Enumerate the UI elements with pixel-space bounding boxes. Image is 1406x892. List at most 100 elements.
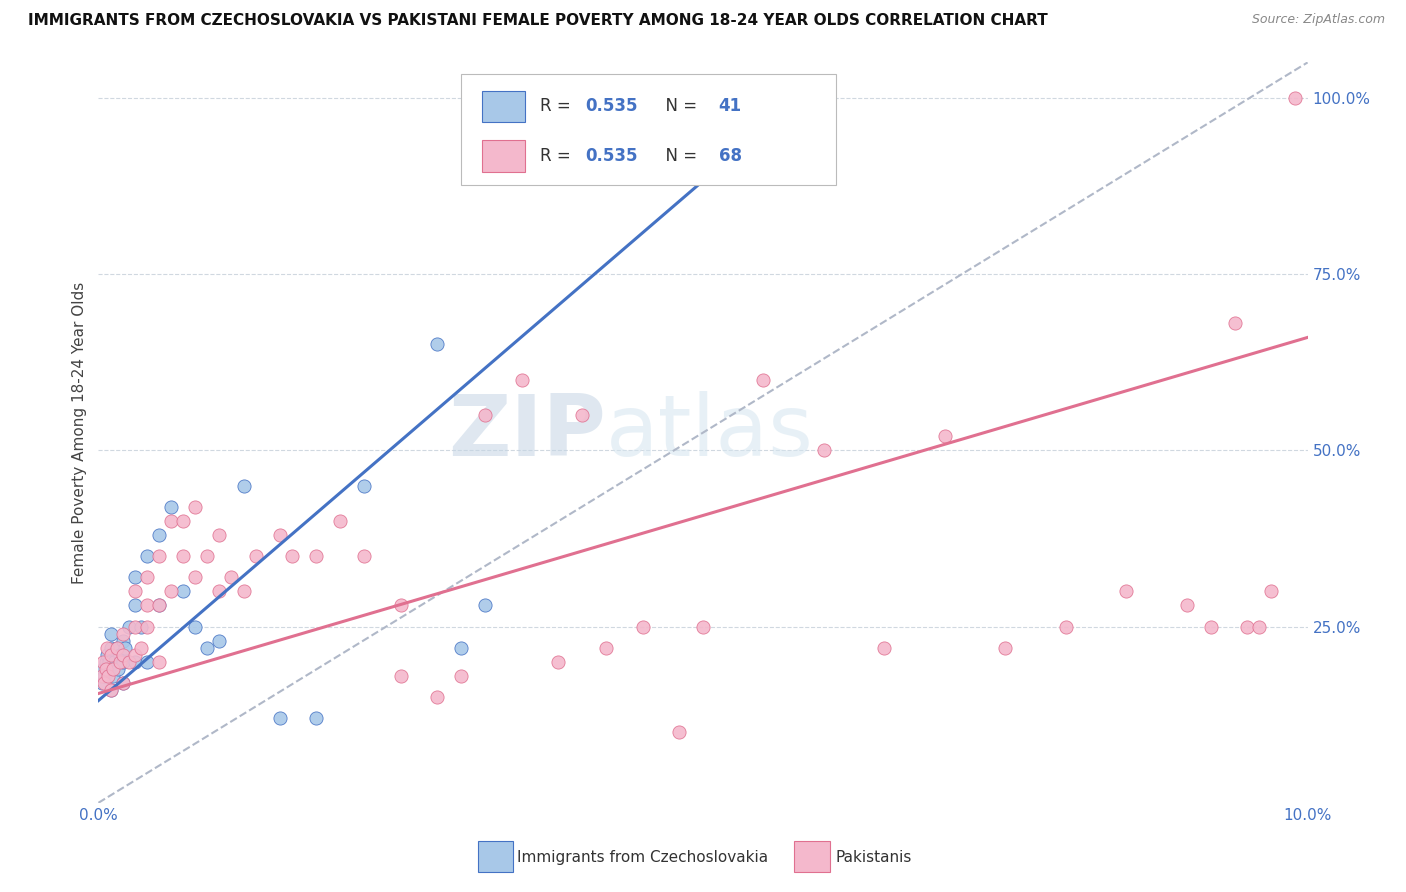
Point xyxy=(353,478,375,492)
Point xyxy=(124,584,146,599)
Point xyxy=(1284,91,1306,105)
Point xyxy=(450,640,472,655)
Point xyxy=(148,655,170,669)
Point xyxy=(305,549,328,563)
Point xyxy=(934,429,956,443)
Y-axis label: Female Poverty Among 18-24 Year Olds: Female Poverty Among 18-24 Year Olds xyxy=(72,282,87,583)
Point xyxy=(184,619,207,633)
Point xyxy=(105,640,128,655)
Text: R =: R = xyxy=(540,97,576,115)
Point xyxy=(1236,619,1258,633)
Point xyxy=(96,640,118,655)
Point xyxy=(160,500,183,514)
Point xyxy=(160,514,183,528)
Point xyxy=(148,528,170,542)
Point xyxy=(108,648,131,662)
Text: ZIP: ZIP xyxy=(449,391,606,475)
Point xyxy=(94,662,117,676)
Text: 41: 41 xyxy=(718,97,742,115)
Point xyxy=(450,669,472,683)
Point xyxy=(101,669,124,683)
Point xyxy=(232,584,254,599)
Point xyxy=(172,584,194,599)
Point xyxy=(389,599,412,613)
Point xyxy=(135,655,157,669)
Point xyxy=(245,549,267,563)
Point xyxy=(111,676,134,690)
Point xyxy=(114,640,136,655)
Point xyxy=(111,655,134,669)
Point xyxy=(97,669,120,683)
Point xyxy=(195,549,218,563)
Point xyxy=(281,549,304,563)
Point xyxy=(135,599,157,613)
Point xyxy=(124,599,146,613)
Bar xyxy=(482,91,526,122)
Text: Immigrants from Czechoslovakia: Immigrants from Czechoslovakia xyxy=(517,850,769,864)
Point xyxy=(329,514,352,528)
Point xyxy=(208,633,231,648)
Point xyxy=(353,549,375,563)
Point xyxy=(91,662,114,676)
Point xyxy=(135,549,157,563)
Point xyxy=(118,655,141,669)
Point xyxy=(94,655,117,669)
Point xyxy=(571,408,593,422)
Point xyxy=(101,662,124,676)
Point xyxy=(1199,619,1222,633)
Text: IMMIGRANTS FROM CZECHOSLOVAKIA VS PAKISTANI FEMALE POVERTY AMONG 18-24 YEAR OLDS: IMMIGRANTS FROM CZECHOSLOVAKIA VS PAKIST… xyxy=(28,13,1047,29)
Point xyxy=(813,443,835,458)
Point xyxy=(221,570,243,584)
Point xyxy=(232,478,254,492)
Point xyxy=(91,669,114,683)
Text: 0.535: 0.535 xyxy=(586,147,638,165)
Text: Pakistanis: Pakistanis xyxy=(835,850,911,864)
Point xyxy=(111,626,134,640)
Point xyxy=(595,640,617,655)
Point xyxy=(184,500,207,514)
Point xyxy=(98,655,121,669)
Point xyxy=(426,690,449,704)
Point xyxy=(994,640,1017,655)
Point xyxy=(108,655,131,669)
Point xyxy=(100,683,122,698)
Point xyxy=(100,640,122,655)
Point xyxy=(474,408,496,422)
Point xyxy=(208,584,231,599)
Point xyxy=(105,640,128,655)
Text: R =: R = xyxy=(540,147,576,165)
Point xyxy=(1115,584,1137,599)
Point xyxy=(668,725,690,739)
Point xyxy=(1054,619,1077,633)
Point xyxy=(195,640,218,655)
Point xyxy=(93,669,115,683)
Point xyxy=(100,626,122,640)
Point xyxy=(1260,584,1282,599)
Point xyxy=(389,669,412,683)
Point xyxy=(111,633,134,648)
Point xyxy=(107,662,129,676)
Point xyxy=(172,514,194,528)
Text: N =: N = xyxy=(655,147,702,165)
Point xyxy=(873,640,896,655)
Point xyxy=(129,619,152,633)
Point xyxy=(129,640,152,655)
Point xyxy=(269,711,291,725)
Point xyxy=(1249,619,1271,633)
Point xyxy=(124,619,146,633)
Point xyxy=(96,648,118,662)
Point xyxy=(148,599,170,613)
Point xyxy=(100,648,122,662)
Point xyxy=(124,570,146,584)
Point xyxy=(184,570,207,584)
Point xyxy=(752,373,775,387)
Point xyxy=(1223,316,1246,330)
Point xyxy=(148,599,170,613)
Point xyxy=(135,570,157,584)
Point xyxy=(160,584,183,599)
Point xyxy=(426,337,449,351)
Point xyxy=(111,676,134,690)
Point xyxy=(631,619,654,633)
Point xyxy=(208,528,231,542)
Text: Source: ZipAtlas.com: Source: ZipAtlas.com xyxy=(1251,13,1385,27)
